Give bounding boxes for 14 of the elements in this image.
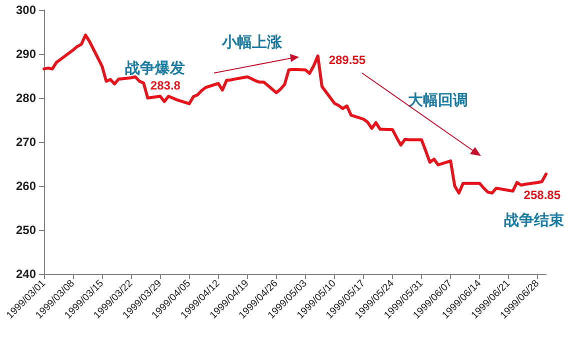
y-tick-label: 270 bbox=[16, 135, 36, 149]
y-tick-label: 260 bbox=[16, 179, 36, 193]
annotation: 战争结束 bbox=[504, 211, 564, 229]
y-tick-label: 280 bbox=[16, 91, 36, 105]
y-tick-label: 300 bbox=[16, 3, 36, 17]
data-label: 258.85 bbox=[524, 188, 561, 202]
y-tick-label: 290 bbox=[16, 47, 36, 61]
annotation: 小幅上涨 bbox=[221, 33, 283, 51]
y-tick-label: 250 bbox=[16, 223, 36, 237]
annotation: 战争爆发 bbox=[125, 59, 185, 77]
data-label: 283.8 bbox=[150, 78, 181, 92]
y-tick-label: 240 bbox=[16, 267, 36, 281]
data-label: 289.55 bbox=[328, 52, 366, 67]
annotation: 大幅回调 bbox=[408, 91, 468, 109]
